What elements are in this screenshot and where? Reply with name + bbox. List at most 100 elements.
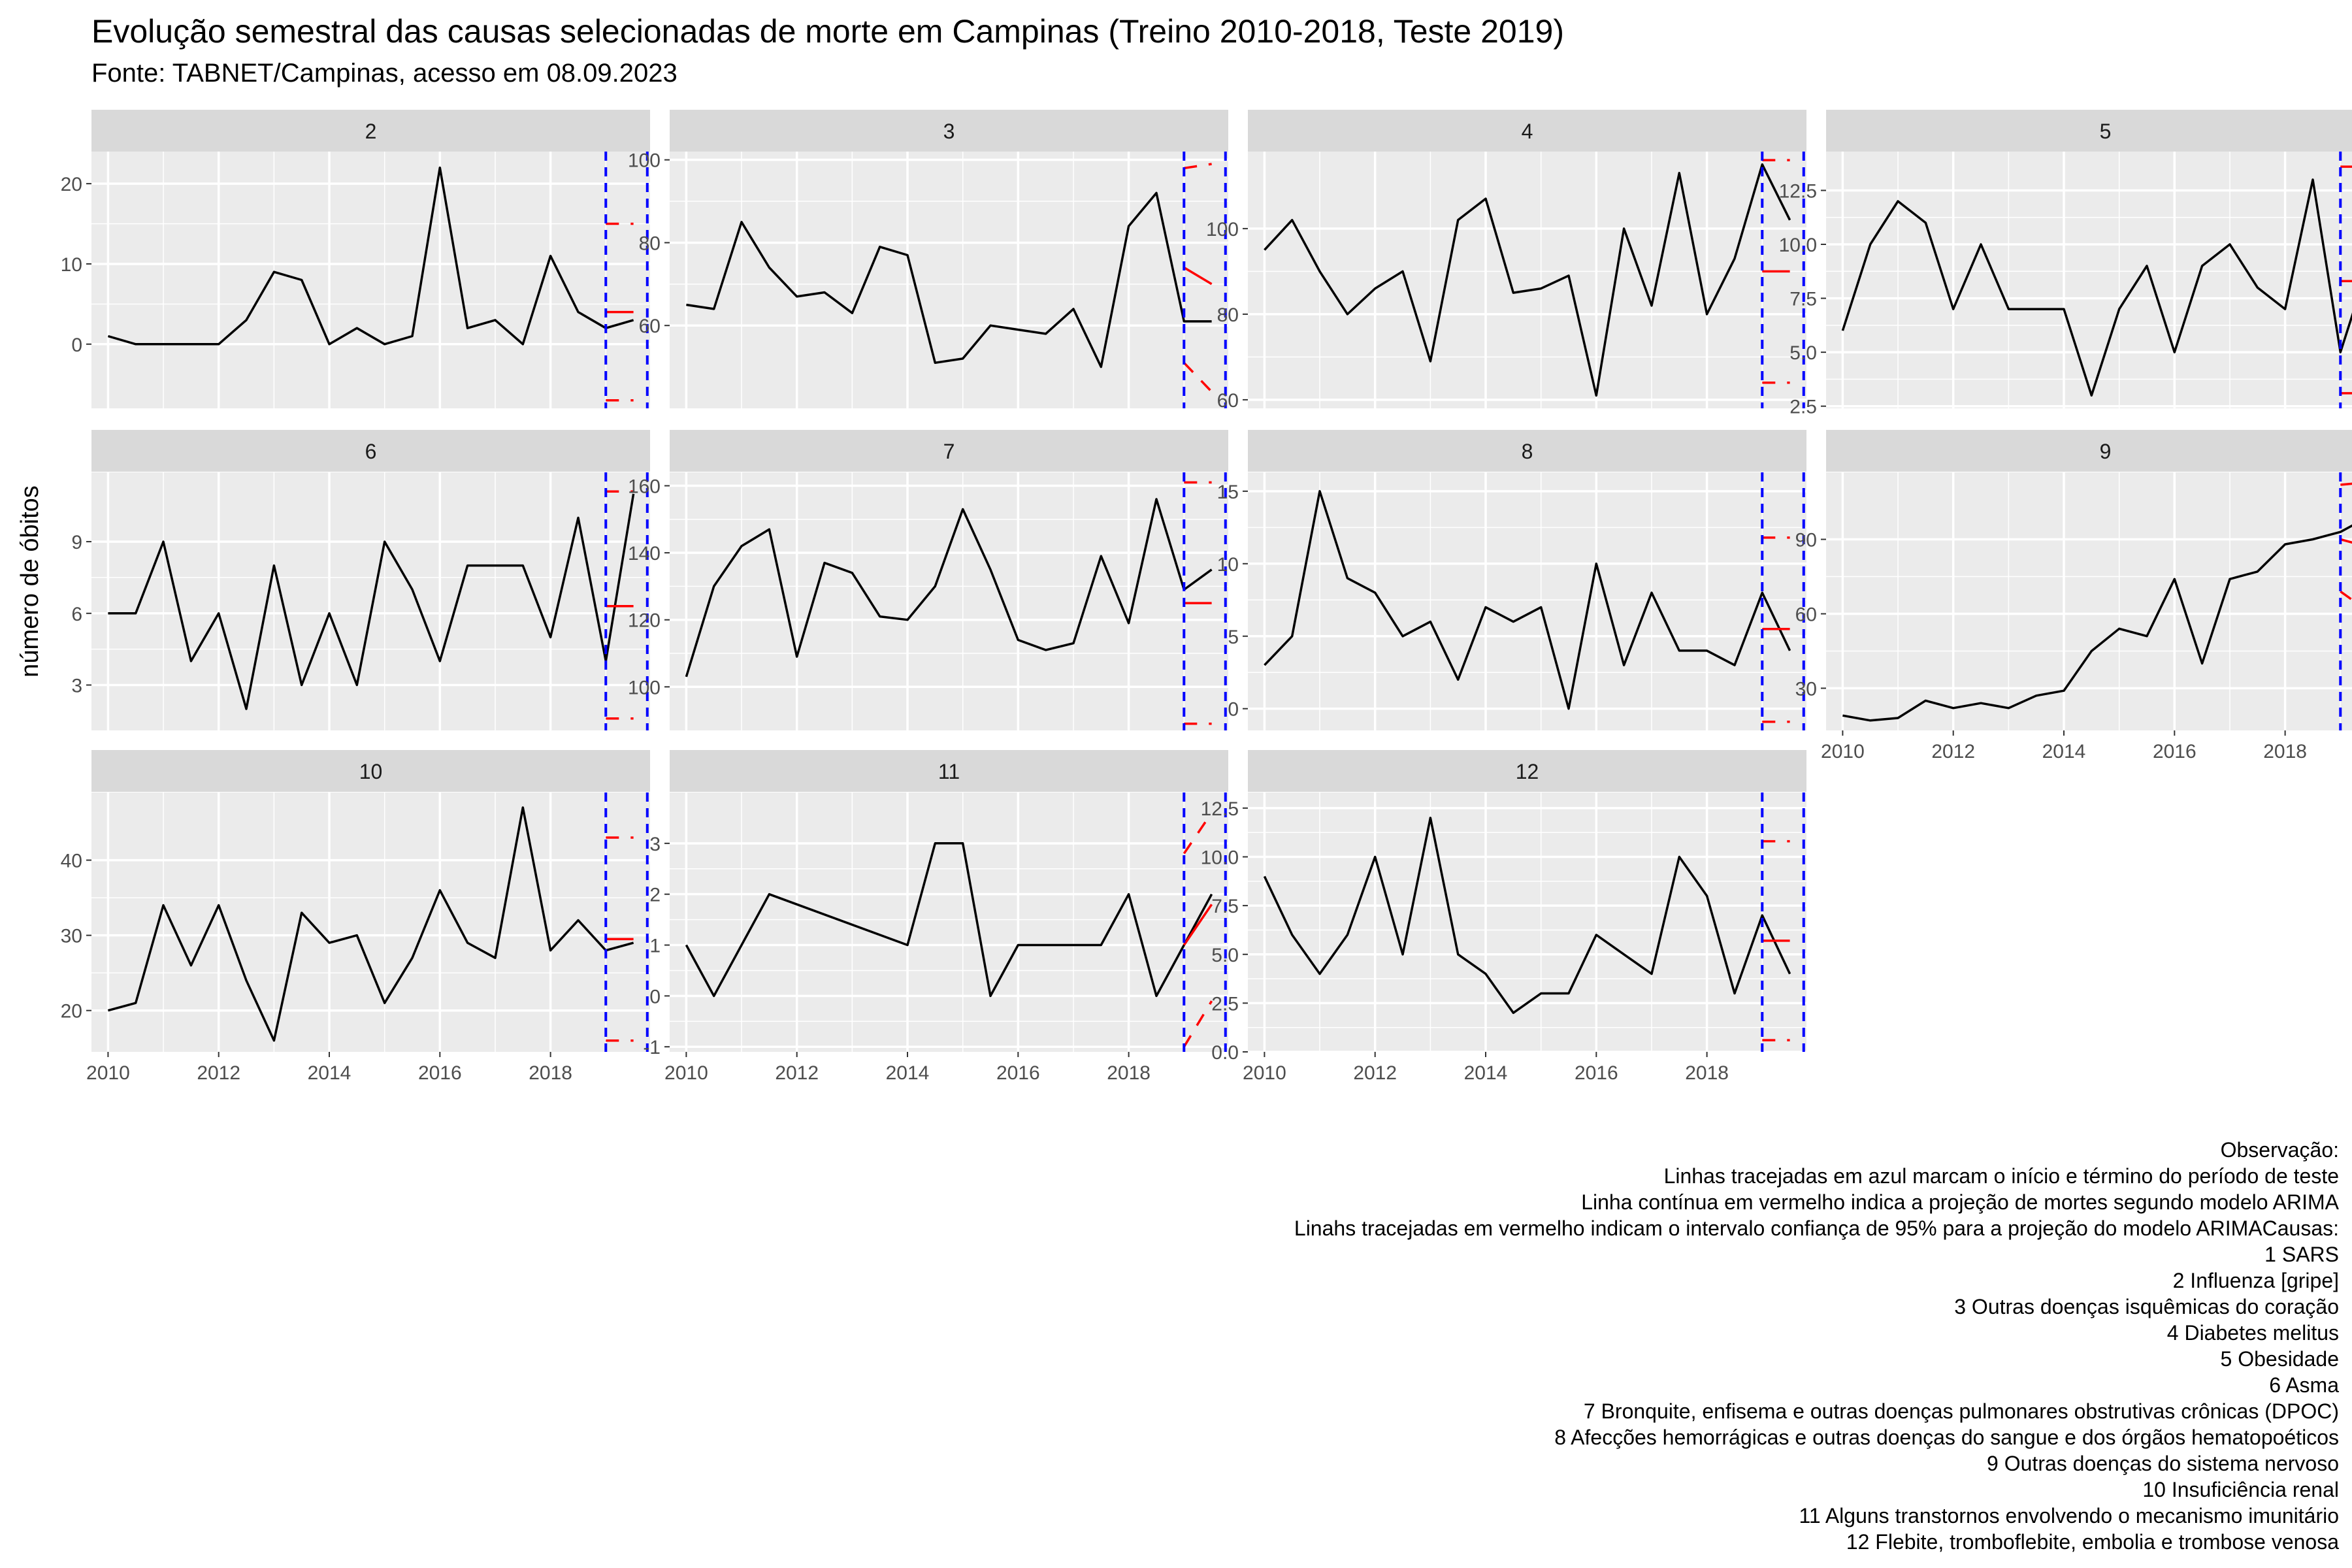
y-tick-label: 0 [71, 335, 82, 356]
facet-strip-label: 8 [1522, 440, 1533, 463]
x-tick-label: 2018 [2263, 741, 2307, 762]
ci-upper-line [1183, 812, 1213, 855]
ci-upper-line [1184, 163, 1212, 170]
forecast-line [2340, 538, 2352, 544]
y-tick-label: 2.5 [1789, 397, 1817, 418]
x-tick-label: 2016 [2153, 741, 2197, 762]
y-tick-label: 100 [628, 150, 661, 172]
facet-strip-label: 3 [943, 120, 955, 143]
caption-line: Linahs tracejadas em vermelho indicam o … [1294, 1217, 2339, 1240]
panel-background [91, 472, 650, 730]
panel-background [1826, 472, 2352, 730]
series-line [108, 493, 635, 710]
caption-line: 6 Asma [2269, 1373, 2339, 1397]
y-tick-label: 2.5 [1211, 993, 1239, 1015]
facet-strip-label: 9 [2100, 440, 2112, 463]
caption-line: 2 Influenza [gripe] [2172, 1269, 2339, 1292]
series-line [107, 166, 634, 346]
facet-strip-label: 5 [2100, 120, 2112, 143]
forecast-line [1183, 904, 1213, 946]
facet-strip [1826, 430, 2352, 472]
y-tick-label: 40 [61, 851, 82, 872]
panel-background [1248, 152, 1806, 408]
y-tick-label: 10.0 [1201, 847, 1239, 869]
x-tick-label: 2014 [1464, 1062, 1508, 1084]
y-tick-label: 12.5 [1201, 798, 1239, 820]
caption-line: 4 Diabetes melitus [2166, 1321, 2339, 1345]
y-tick-label: 60 [1795, 604, 1817, 625]
ci-lower-line [2340, 590, 2352, 602]
x-tick-label: 2012 [197, 1062, 240, 1084]
x-tick-label: 2018 [1685, 1062, 1729, 1084]
x-tick-label: 2014 [2042, 741, 2086, 762]
y-tick-label: 10.0 [1779, 235, 1817, 256]
caption-line: 3 Outras doenças isquêmicas do coração [1954, 1295, 2339, 1318]
facet-strip-label: 4 [1522, 120, 1533, 143]
facet-strip-label: 7 [943, 440, 955, 463]
panel-background [1248, 472, 1806, 730]
y-tick-label: 5.0 [1211, 945, 1239, 966]
facet-strip [91, 750, 650, 792]
y-tick-label: 100 [1206, 219, 1239, 240]
facet-strip-label: 2 [365, 120, 377, 143]
caption-line: Observação: [2220, 1138, 2339, 1162]
series-line [685, 498, 1213, 678]
series-line [685, 842, 1213, 998]
y-tick-label: 30 [61, 926, 82, 947]
facet-strip [1248, 750, 1806, 792]
panel-background [670, 472, 1228, 730]
y-tick-label: 30 [1795, 678, 1817, 700]
y-tick-label: 5.0 [1789, 342, 1817, 364]
y-tick-label: 0.0 [1211, 1042, 1239, 1064]
facet-strip [670, 110, 1228, 152]
panel-background [1248, 792, 1806, 1052]
series-line [1841, 178, 2352, 397]
facet-strip [1248, 430, 1806, 472]
panel-background [670, 152, 1228, 408]
x-tick-label: 2010 [664, 1062, 708, 1084]
y-tick-label: 80 [639, 233, 661, 254]
panel-background [1826, 152, 2352, 408]
panel-background [91, 152, 650, 408]
x-tick-label: 2018 [529, 1062, 572, 1084]
forecast-line [1183, 266, 1213, 286]
caption-line: Linha contínua em vermelho indica a proj… [1581, 1190, 2339, 1214]
x-tick-label: 2014 [886, 1062, 930, 1084]
y-tick-label: 15 [1217, 482, 1239, 503]
y-tick-label: 3 [71, 676, 82, 697]
caption-line: 12 Flebite, tromboflebite, embolia e tro… [1846, 1530, 2339, 1554]
facet-strip-label: 11 [938, 760, 960, 783]
x-tick-label: 2010 [1243, 1062, 1286, 1084]
facet-strip [670, 750, 1228, 792]
y-tick-label: -1 [643, 1037, 661, 1058]
y-tick-label: 5 [1228, 627, 1239, 648]
caption-line: Linhas tracejadas em azul marcam o iníci… [1663, 1164, 2339, 1188]
caption-line: 11 Alguns transtornos envolvendo o mecan… [1799, 1504, 2339, 1527]
series-line [1264, 490, 1791, 710]
chart-subtitle: Fonte: TABNET/Campinas, acesso em 08.09.… [91, 59, 678, 88]
y-tick-label: 120 [628, 610, 661, 632]
x-tick-label: 2010 [1821, 741, 1865, 762]
y-tick-label: 60 [639, 316, 661, 337]
x-tick-label: 2010 [86, 1062, 130, 1084]
x-tick-label: 2016 [996, 1062, 1040, 1084]
y-tick-label: 60 [1217, 390, 1239, 412]
y-tick-label: 7.5 [1789, 289, 1817, 310]
facet-strip [1826, 110, 2352, 152]
y-axis-label: número de óbitos [16, 485, 44, 678]
facet-strip-label: 10 [359, 760, 383, 783]
caption-line: 5 Obesidade [2220, 1347, 2339, 1371]
y-tick-label: 80 [1217, 304, 1239, 326]
facet-strip [670, 430, 1228, 472]
y-tick-label: 6 [71, 604, 82, 625]
series-line [1263, 817, 1791, 1015]
facet-strip [91, 110, 650, 152]
x-tick-label: 2012 [1353, 1062, 1397, 1084]
x-tick-label: 2014 [308, 1062, 351, 1084]
facet-strip-label: 12 [1516, 760, 1539, 783]
y-tick-label: 1 [649, 936, 661, 957]
facet-strip [1248, 110, 1806, 152]
x-tick-label: 2016 [1575, 1062, 1618, 1084]
panel-background [91, 792, 650, 1052]
